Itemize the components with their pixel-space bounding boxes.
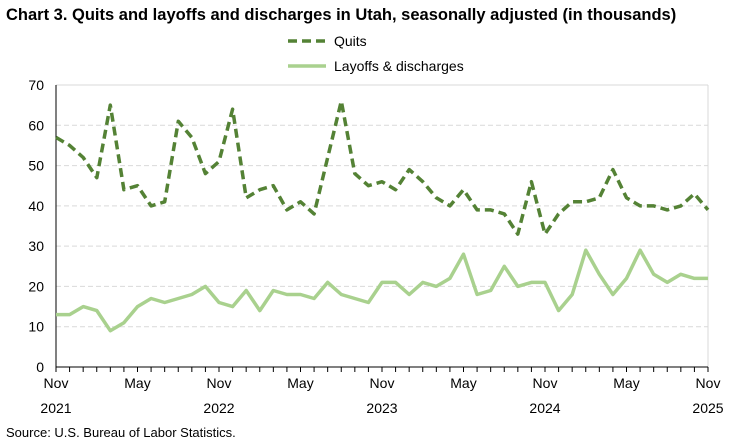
y-tick-label: 40 bbox=[28, 198, 44, 214]
series-line-quits bbox=[55, 99, 710, 236]
y-tick-label: 30 bbox=[28, 238, 44, 254]
y-tick-label: 50 bbox=[28, 158, 44, 174]
x-tick-year: 2023 bbox=[366, 400, 397, 416]
y-tick-label: 10 bbox=[28, 319, 44, 335]
x-tick-label: May bbox=[124, 375, 150, 391]
x-tick-label: May bbox=[450, 375, 476, 391]
x-tick-label: Nov bbox=[44, 375, 69, 391]
x-tick-label: May bbox=[613, 375, 639, 391]
legend-label: Layoffs & discharges bbox=[334, 58, 464, 74]
x-tick-label: May bbox=[287, 375, 313, 391]
series-line-layoffs-discharges bbox=[56, 248, 708, 333]
x-tick-label: Nov bbox=[696, 375, 721, 391]
x-tick-year: 2024 bbox=[529, 400, 560, 416]
x-tick-year: 2022 bbox=[203, 400, 234, 416]
x-tick-year: 2025 bbox=[692, 400, 723, 416]
x-tick-label: Nov bbox=[533, 375, 558, 391]
x-tick-label: Nov bbox=[370, 375, 395, 391]
chart-title: Chart 3. Quits and layoffs and discharge… bbox=[6, 6, 677, 24]
y-tick-label: 60 bbox=[28, 117, 44, 133]
y-tick-label: 70 bbox=[28, 77, 44, 93]
y-tick-label: 20 bbox=[28, 278, 44, 294]
y-tick-label: 0 bbox=[36, 359, 44, 375]
x-tick-label: Nov bbox=[207, 375, 232, 391]
x-tick-year: 2021 bbox=[40, 400, 71, 416]
legend-label: Quits bbox=[334, 33, 367, 49]
source-note: Source: U.S. Bureau of Labor Statistics. bbox=[6, 425, 236, 440]
